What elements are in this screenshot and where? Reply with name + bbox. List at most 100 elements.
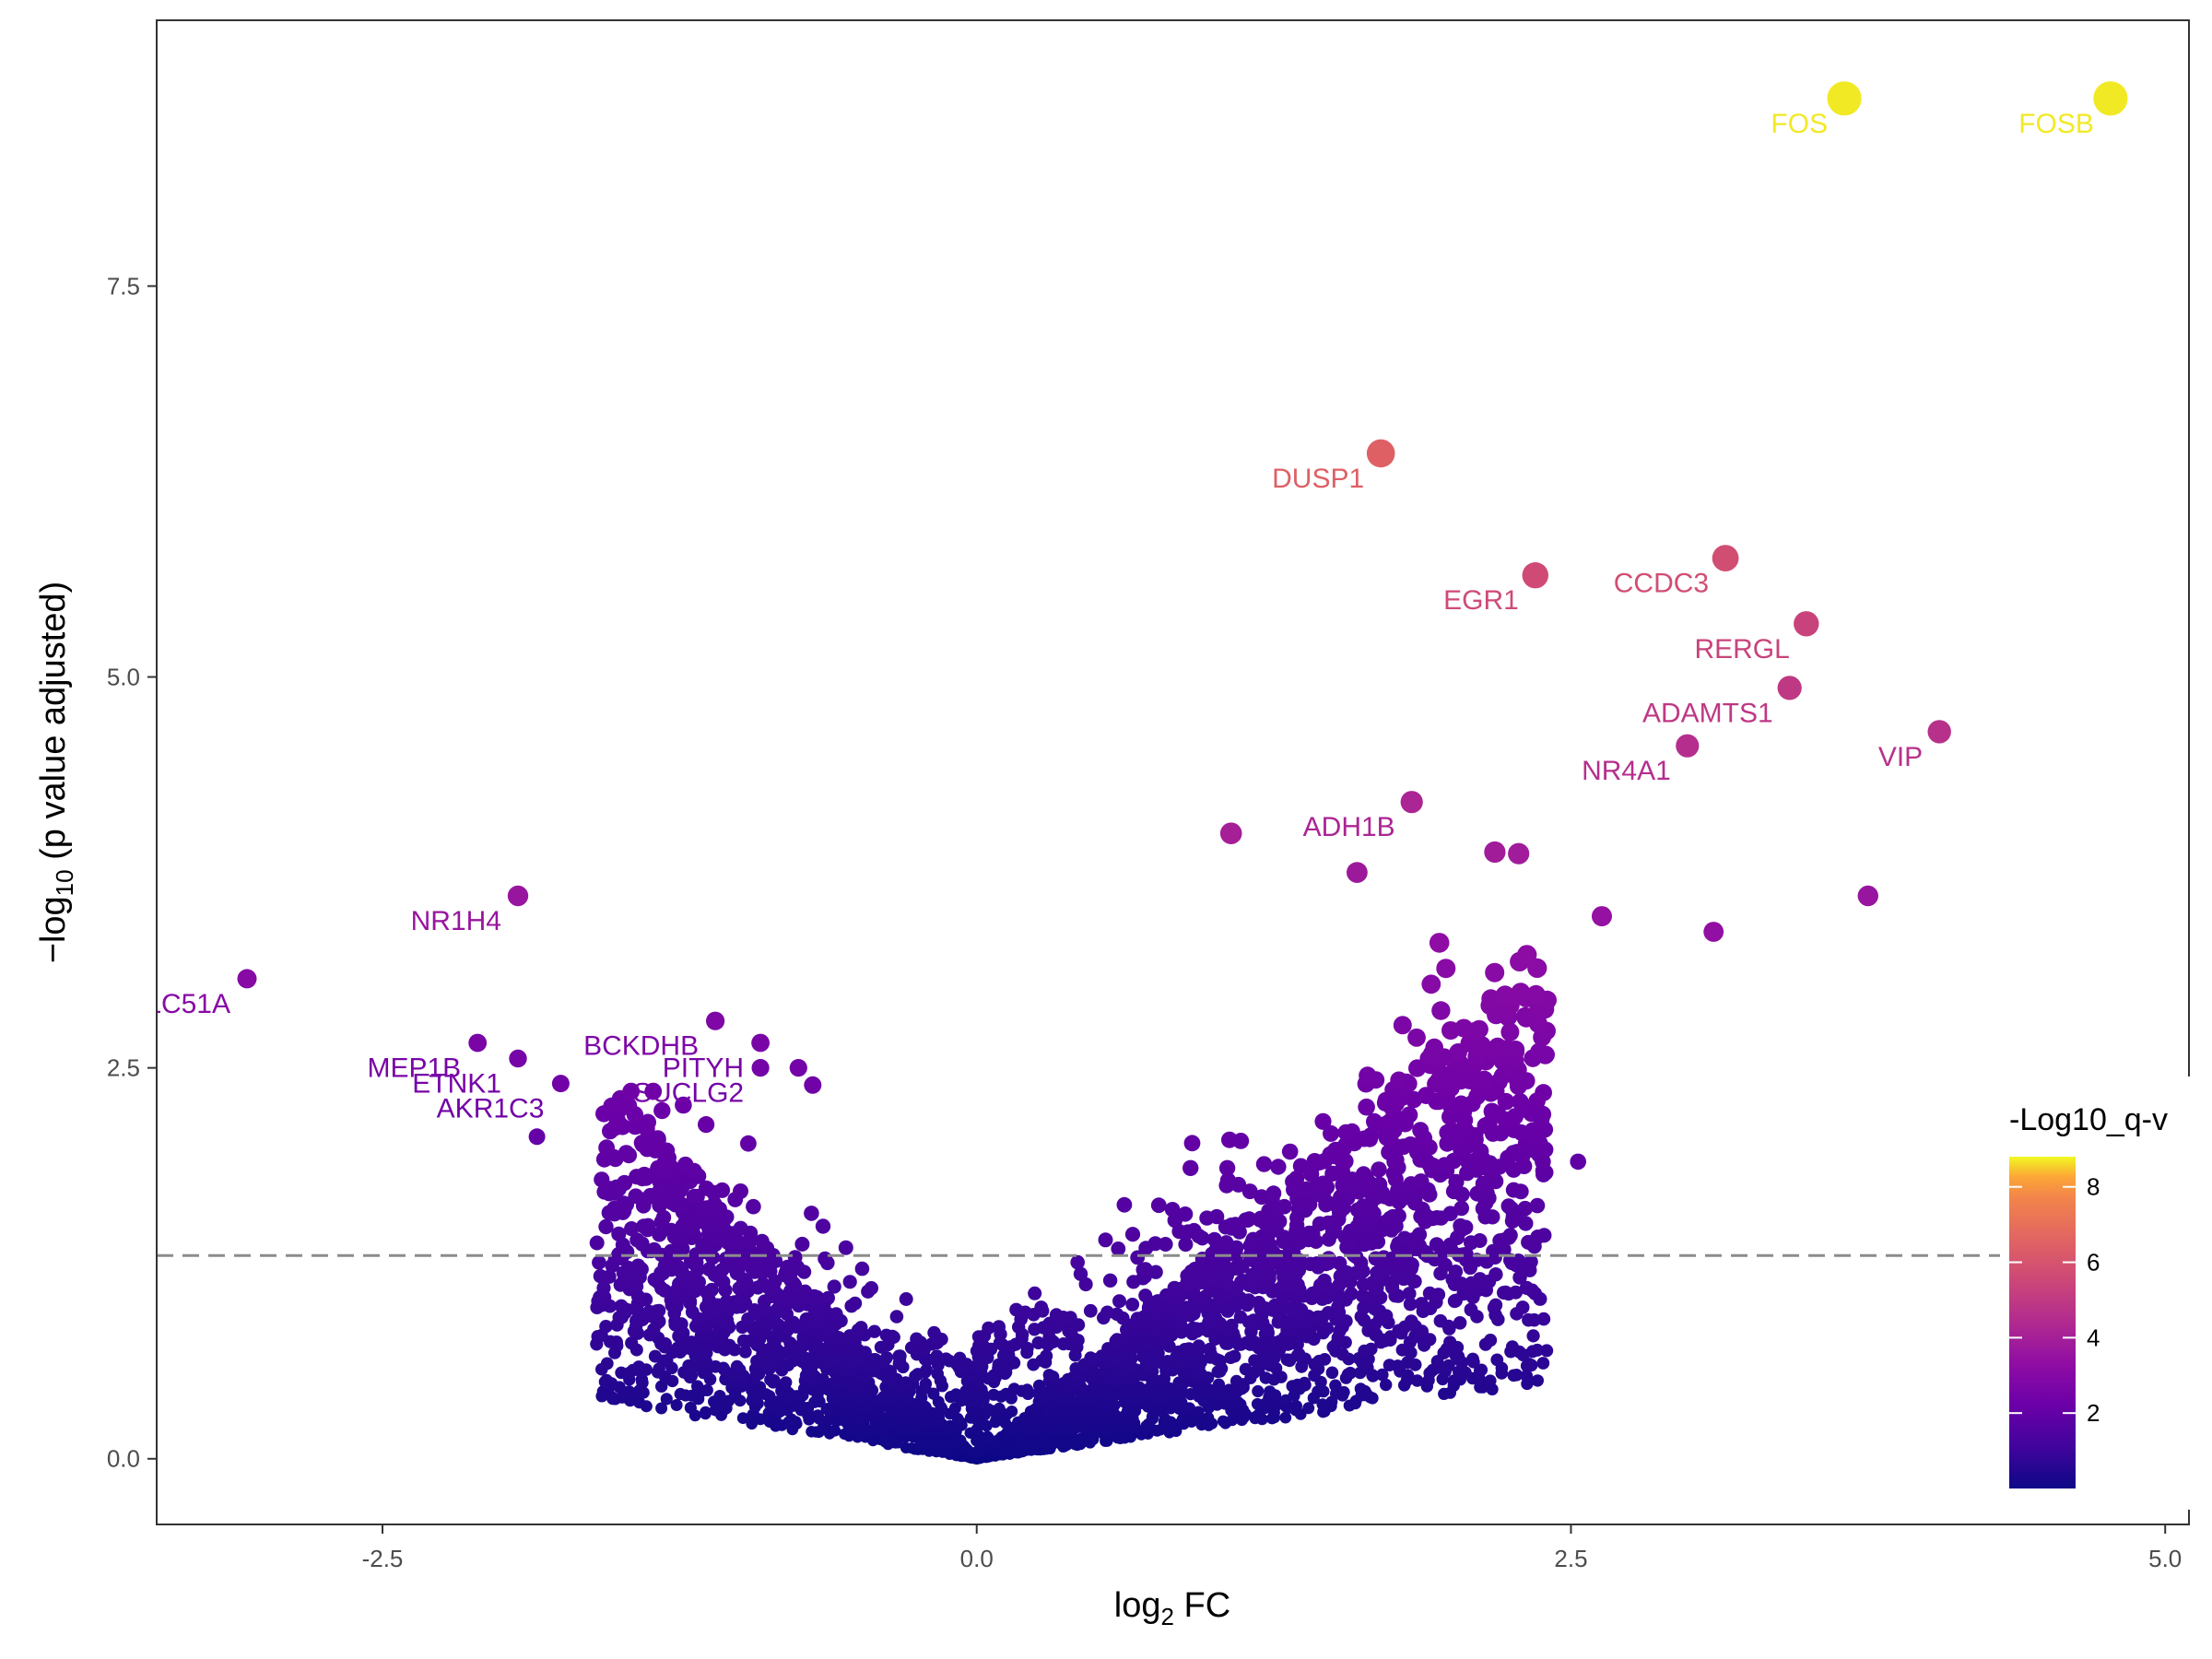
cloud-point (1490, 1353, 1504, 1367)
labeled-point-nr4a1 (1676, 734, 1700, 758)
cloud-point (1255, 1156, 1273, 1172)
cloud-point (1358, 1098, 1375, 1116)
y-axis: 0.0 2.5 5.0 7.5 (107, 272, 157, 1473)
data-point (1347, 862, 1368, 883)
cloud-point (1422, 1286, 1437, 1300)
cloud-point (1218, 1159, 1236, 1177)
cloud-point (1536, 1228, 1552, 1243)
cloud-point (842, 1275, 857, 1289)
cloud-point (1355, 1166, 1372, 1182)
cloud-point (1252, 1384, 1265, 1398)
cloud-point (1147, 1236, 1163, 1252)
cloud-point (787, 1250, 803, 1265)
cloud-point (684, 1401, 697, 1414)
x-axis: -2.5 0.0 2.5 5.0 (362, 1524, 2182, 1572)
cloud-point (1380, 1378, 1393, 1392)
cloud-point (733, 1220, 748, 1236)
data-point (1508, 1206, 1524, 1221)
gene-label: EGR1 (1443, 585, 1519, 616)
data-point (1477, 1117, 1494, 1135)
labeled-point-bckdhb (706, 1011, 725, 1030)
cloud-point (1318, 1353, 1332, 1366)
data-point (1592, 906, 1612, 927)
cloud-point (1412, 1122, 1430, 1139)
x-axis-title-tail: FC (1174, 1586, 1230, 1625)
cloud-point (1178, 1237, 1194, 1253)
labeled-point-pityh (751, 1033, 770, 1053)
cloud-point (812, 1409, 824, 1422)
legend-tick-label: 2 (2087, 1399, 2100, 1427)
cloud-point (815, 1218, 831, 1234)
cloud-point (1421, 974, 1441, 994)
cloud-point (1511, 982, 1531, 1002)
legend-tick-label: 8 (2087, 1173, 2100, 1201)
cloud-point (1083, 1303, 1098, 1318)
cloud-point (927, 1325, 941, 1340)
cloud-point (1393, 1016, 1412, 1035)
cloud-point (1376, 1250, 1392, 1265)
labeled-point-nr1h4 (507, 885, 529, 907)
cloud-point (1431, 1001, 1451, 1020)
cloud-point (1212, 1378, 1226, 1391)
y-axis-title-tail: (p value adjusted) (34, 582, 73, 870)
cloud-point (1520, 1370, 1534, 1382)
cloud-point (1034, 1300, 1049, 1314)
cloud-point (1376, 1368, 1389, 1382)
cloud-point (854, 1321, 868, 1335)
cloud-point (1281, 1143, 1299, 1160)
cloud-point (1270, 1159, 1287, 1175)
gene-label: FOS (1771, 109, 1828, 139)
cloud-point (794, 1236, 810, 1252)
cloud-point (1217, 1415, 1230, 1428)
gene-label: SUCLG2 (633, 1078, 744, 1109)
labeled-point-akr1c3 (551, 1075, 570, 1093)
cloud-point (628, 1188, 644, 1205)
cloud-point (893, 1349, 907, 1363)
cloud-point (1343, 1123, 1360, 1140)
cloud-point (753, 1381, 767, 1394)
cloud-point (1366, 1112, 1383, 1130)
x-axis-title: log2 FC (1114, 1586, 1230, 1630)
cloud-point (1390, 1071, 1408, 1089)
cloud-point (1522, 1312, 1535, 1327)
cloud-point (611, 1226, 627, 1241)
gene-label: NR4A1 (1582, 756, 1671, 786)
legend-colorbar (2009, 1157, 2076, 1488)
cloud-point (953, 1351, 967, 1365)
labeled-point-dusp1 (1366, 439, 1395, 468)
cloud-point (1436, 959, 1456, 979)
cloud-point (864, 1281, 879, 1296)
cloud-point (1354, 1382, 1367, 1395)
cloud-point (1425, 1038, 1443, 1057)
data-point (1219, 822, 1242, 844)
data-point (1703, 922, 1724, 942)
cloud-point (733, 1183, 748, 1199)
cloud-point (1329, 1379, 1342, 1392)
cloud-point (1302, 1402, 1315, 1415)
cloud-point (1466, 1352, 1479, 1366)
cloud-point (677, 1156, 694, 1173)
x-tick-label: 5.0 (2148, 1545, 2182, 1572)
cloud-point (1485, 962, 1505, 982)
cloud-point (598, 1139, 615, 1157)
cloud-point (1138, 1262, 1153, 1277)
cloud-point (1517, 945, 1537, 965)
cloud-point (600, 1357, 614, 1371)
cloud-point (1530, 1343, 1544, 1357)
cloud-point (1536, 1357, 1550, 1370)
gene-label: NR1H4 (411, 906, 501, 936)
cloud-point (1536, 1312, 1551, 1326)
cloud-point (1484, 1374, 1497, 1387)
cloud-point (1472, 1233, 1488, 1248)
cloud-point (818, 1251, 832, 1266)
cloud-point (1371, 1161, 1387, 1178)
cloud-point (1182, 1159, 1199, 1177)
cloud-point (1124, 1227, 1141, 1242)
cloud-point (1290, 1400, 1302, 1412)
y-tick-label: 5.0 (107, 664, 140, 691)
cloud-point (1405, 1314, 1418, 1328)
cloud-point (1505, 1340, 1519, 1354)
cloud-point (1488, 1298, 1503, 1312)
labeled-point-egr1 (1522, 562, 1549, 589)
cloud-point (1411, 1227, 1428, 1242)
